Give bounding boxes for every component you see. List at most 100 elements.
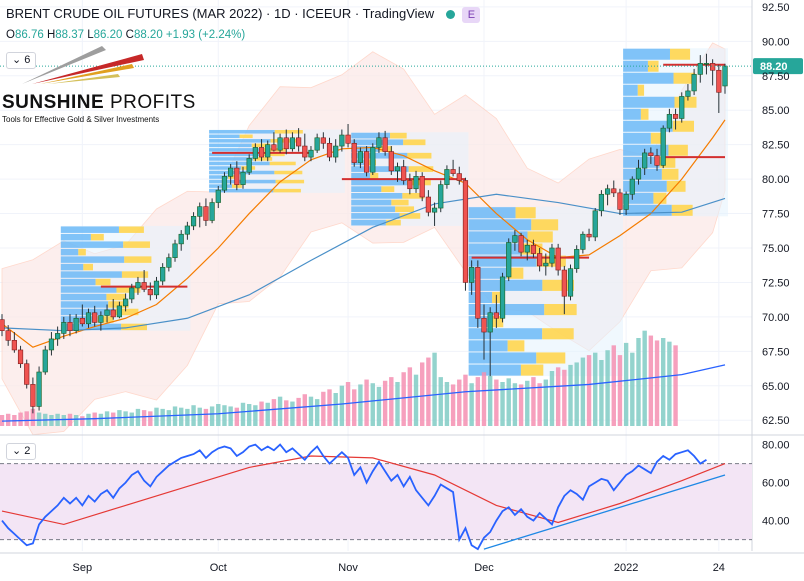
volume-profile-bar	[623, 84, 638, 96]
candle-body	[30, 384, 36, 407]
volume-profile-bar	[468, 207, 516, 219]
volume-profile-bar	[520, 364, 544, 376]
volume-profile-bar	[274, 130, 303, 134]
high-value: 88.37	[55, 29, 85, 41]
volume-profile-bar	[60, 256, 125, 263]
volume-bar	[277, 396, 283, 426]
volume-profile-bar	[209, 143, 252, 148]
indicator-toggle-rsi[interactable]: ⌄ 2	[6, 443, 37, 460]
candle-body	[48, 338, 55, 351]
volume-bar	[525, 380, 530, 426]
candle-body	[487, 312, 493, 333]
volume-bar	[623, 342, 629, 426]
volume-bar	[420, 362, 425, 426]
candle-body	[333, 145, 339, 158]
volume-profile-bar	[623, 144, 669, 156]
volume-bar	[518, 384, 524, 426]
volume-profile-bar	[60, 293, 107, 301]
volume-profile-bar	[623, 192, 654, 204]
candle-body	[537, 253, 543, 267]
volume-bar	[568, 364, 573, 426]
x-tick-label: 24	[713, 562, 725, 574]
volume-bar	[599, 360, 604, 426]
candle-body	[166, 257, 172, 268]
volume-bar	[314, 399, 320, 426]
candle-body	[586, 233, 592, 238]
volume-profile-bar	[385, 219, 401, 226]
volume-profile-bar	[407, 152, 432, 159]
indicator-count-main: 6	[24, 54, 31, 66]
volume-profile-bar	[351, 199, 392, 206]
chart-title: BRENT CRUDE OIL FUTURES (MAR 2022) · 1D …	[6, 6, 435, 21]
volume-bar	[148, 411, 153, 426]
candle-body	[524, 244, 530, 253]
low-label: L	[87, 29, 94, 41]
volume-profile-bar	[399, 213, 421, 219]
volume-bar	[216, 404, 221, 426]
candle-body	[160, 266, 166, 282]
volume-profile-bar	[506, 267, 524, 279]
volume-profile-bar	[209, 139, 271, 143]
candle-body	[376, 137, 382, 148]
candle-body	[642, 152, 648, 169]
volume-profile-bar	[274, 170, 303, 175]
candle-body	[302, 145, 308, 158]
candle-body	[55, 333, 61, 340]
volume-bar	[172, 406, 178, 426]
volume-profile-bar	[351, 179, 407, 186]
candle-body	[382, 137, 388, 152]
volume-profile-bar	[60, 316, 98, 323]
volume-profile-bar	[406, 179, 431, 186]
candle-body	[98, 315, 104, 323]
volume-profile-bar	[60, 286, 117, 293]
candle-body	[265, 144, 271, 158]
last-price-label: 88.20	[760, 61, 788, 73]
change-value: +1.93 (+2.24%)	[165, 29, 246, 41]
volume-profile-bar	[60, 241, 124, 248]
candle-body	[258, 147, 265, 158]
volume-profile-bar	[60, 248, 79, 256]
candle-body	[598, 193, 605, 212]
volume-profile-bar	[468, 340, 508, 352]
volume-profile-bar	[209, 161, 270, 166]
candle-body	[456, 173, 462, 181]
volume-profile-bar	[118, 226, 144, 233]
volume-profile-bar	[209, 130, 275, 134]
volume-bar	[160, 408, 165, 426]
candle-body	[672, 114, 679, 119]
y-tick-label: 92.50	[762, 2, 790, 14]
volume-bar	[222, 405, 227, 426]
earnings-badge[interactable]: E	[462, 6, 481, 23]
candle-body	[252, 147, 258, 159]
candle-body	[469, 266, 475, 283]
market-status-icon	[445, 10, 455, 20]
candle-body	[197, 206, 203, 217]
candle-body	[710, 63, 716, 71]
volume-profile-bar	[391, 199, 409, 206]
close-label: C	[125, 29, 134, 41]
volume-profile-bar	[116, 286, 141, 293]
candle-body	[611, 188, 617, 194]
volume-bar	[438, 377, 443, 426]
candle-body	[42, 349, 48, 373]
volume-bar	[382, 380, 388, 426]
close-value: 88.20	[133, 29, 163, 41]
candle-body	[574, 249, 580, 269]
candle-body	[104, 309, 110, 316]
candle-body	[530, 244, 537, 254]
indicator-toggle-main[interactable]: ⌄ 6	[6, 52, 37, 69]
volume-profile-bar	[123, 241, 150, 248]
chevron-down-icon: ⌄	[12, 54, 22, 66]
volume-bar	[611, 345, 616, 426]
candle-body	[425, 196, 431, 213]
volume-profile-bar	[60, 323, 122, 331]
volume-profile-bar	[60, 271, 122, 278]
volume-bar	[426, 357, 431, 426]
volume-bar	[450, 384, 456, 426]
volume-bar	[370, 383, 375, 426]
volume-profile-bar	[515, 207, 536, 219]
volume-profile-bar	[209, 152, 263, 157]
candle-body	[407, 180, 413, 190]
candle-body	[543, 262, 549, 267]
volume-profile-bar	[527, 231, 553, 243]
